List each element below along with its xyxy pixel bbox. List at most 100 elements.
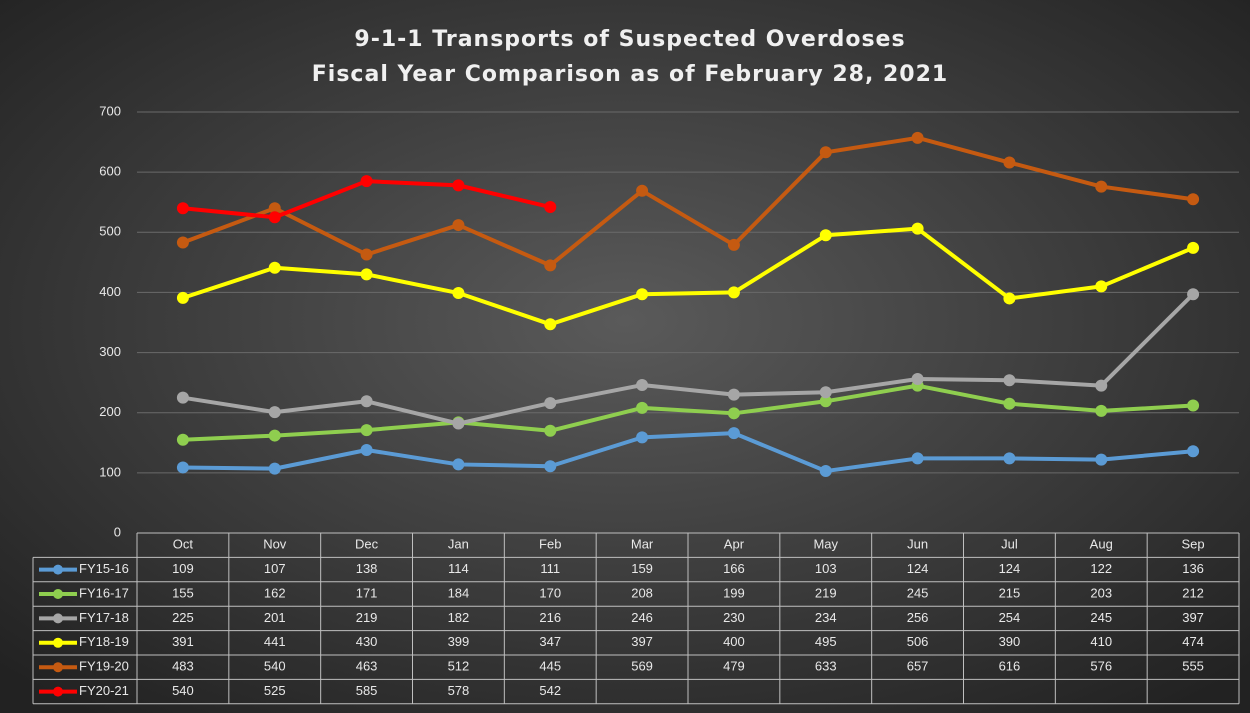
table-cell: 495 <box>815 634 837 649</box>
table-cell: 199 <box>723 585 745 600</box>
point <box>636 288 649 301</box>
point <box>452 417 465 430</box>
point <box>1187 399 1200 412</box>
table-cell: 230 <box>723 610 745 625</box>
series-line <box>182 292 1195 426</box>
table-cell: 124 <box>999 561 1021 576</box>
point <box>911 452 924 465</box>
table-cell: 441 <box>264 634 286 649</box>
legend-label: FY16-17 <box>79 585 129 600</box>
x-tick-label: Oct <box>173 537 194 552</box>
point <box>1095 280 1108 293</box>
table-cell: 182 <box>448 610 470 625</box>
point <box>911 222 924 235</box>
table-cell: 400 <box>723 634 745 649</box>
table-cell: 159 <box>631 561 653 576</box>
x-tick-label: Sep <box>1182 537 1205 552</box>
table-cell: 474 <box>1182 634 1204 649</box>
table-cell: 506 <box>907 634 929 649</box>
table-cell: 212 <box>1182 585 1204 600</box>
y-tick-label: 100 <box>99 464 121 479</box>
point <box>176 461 189 474</box>
point <box>268 462 281 475</box>
point <box>452 458 465 471</box>
table-cell: 225 <box>172 610 194 625</box>
table-cell: 114 <box>448 561 469 576</box>
x-tick-label: Nov <box>263 537 287 552</box>
table-cell: 397 <box>631 634 653 649</box>
point <box>727 407 740 420</box>
table-cell: 246 <box>631 610 653 625</box>
point <box>360 175 373 188</box>
point <box>819 386 832 399</box>
table-cell: 576 <box>1090 659 1112 674</box>
x-tick-label: May <box>813 537 838 552</box>
point <box>268 406 281 419</box>
point <box>360 248 373 261</box>
point <box>544 259 557 272</box>
y-tick-label: 0 <box>114 524 121 539</box>
table-cell: 542 <box>539 683 561 698</box>
table-cell: 256 <box>907 610 929 625</box>
table-cell: 525 <box>264 683 286 698</box>
point <box>636 431 649 444</box>
point <box>819 465 832 478</box>
point <box>911 373 924 386</box>
point <box>1003 397 1016 410</box>
point <box>1095 180 1108 193</box>
table-cell: 171 <box>356 585 378 600</box>
point <box>636 401 649 414</box>
point <box>360 424 373 437</box>
table-cell: 166 <box>723 561 745 576</box>
point <box>360 268 373 281</box>
legend-label: FY15-16 <box>79 561 129 576</box>
table-cell: 397 <box>1182 610 1204 625</box>
point <box>1003 156 1016 169</box>
x-tick-label: Jul <box>1001 537 1018 552</box>
table-cell: 633 <box>815 659 837 674</box>
series-line <box>182 383 1194 442</box>
point <box>176 236 189 249</box>
chart-subtitle: Fiscal Year Comparison as of February 28… <box>312 62 948 87</box>
table-cell: 245 <box>907 585 929 600</box>
table-cell: 245 <box>1090 610 1112 625</box>
table-cell: 254 <box>999 610 1021 625</box>
table-cell: 512 <box>448 659 470 674</box>
series-line <box>182 226 1194 327</box>
table-cell: 219 <box>815 585 837 600</box>
table-cell: 138 <box>356 561 378 576</box>
table-cell: 540 <box>264 659 286 674</box>
table-cell: 109 <box>172 561 194 576</box>
point <box>727 238 740 251</box>
point <box>727 286 740 299</box>
point <box>1095 453 1108 466</box>
x-tick-label: Apr <box>724 537 745 552</box>
x-tick-label: Jun <box>907 537 928 552</box>
x-tick-label: Mar <box>631 537 654 552</box>
table-cell: 410 <box>1090 634 1112 649</box>
table-cell: 103 <box>815 561 837 576</box>
table-cell: 111 <box>540 561 560 576</box>
point <box>1003 452 1016 465</box>
table-cell: 399 <box>448 634 470 649</box>
legend-label: FY19-20 <box>79 659 129 674</box>
table-cell: 219 <box>356 610 378 625</box>
table-cell: 555 <box>1182 659 1204 674</box>
point <box>544 397 557 410</box>
table-cell: 616 <box>999 659 1021 674</box>
point <box>544 424 557 437</box>
y-tick-label: 300 <box>99 344 121 359</box>
table-cell: 216 <box>539 610 561 625</box>
table-cell: 136 <box>1182 561 1204 576</box>
point <box>1095 404 1108 417</box>
point <box>1095 379 1108 392</box>
point <box>268 202 281 215</box>
series-line <box>182 431 1194 474</box>
chart-title: 9-1-1 Transports of Suspected Overdoses <box>354 27 905 52</box>
table-cell: 155 <box>172 585 194 600</box>
table-cell: 184 <box>448 585 470 600</box>
y-tick-label: 600 <box>99 164 121 179</box>
legend-swatch <box>53 662 63 673</box>
